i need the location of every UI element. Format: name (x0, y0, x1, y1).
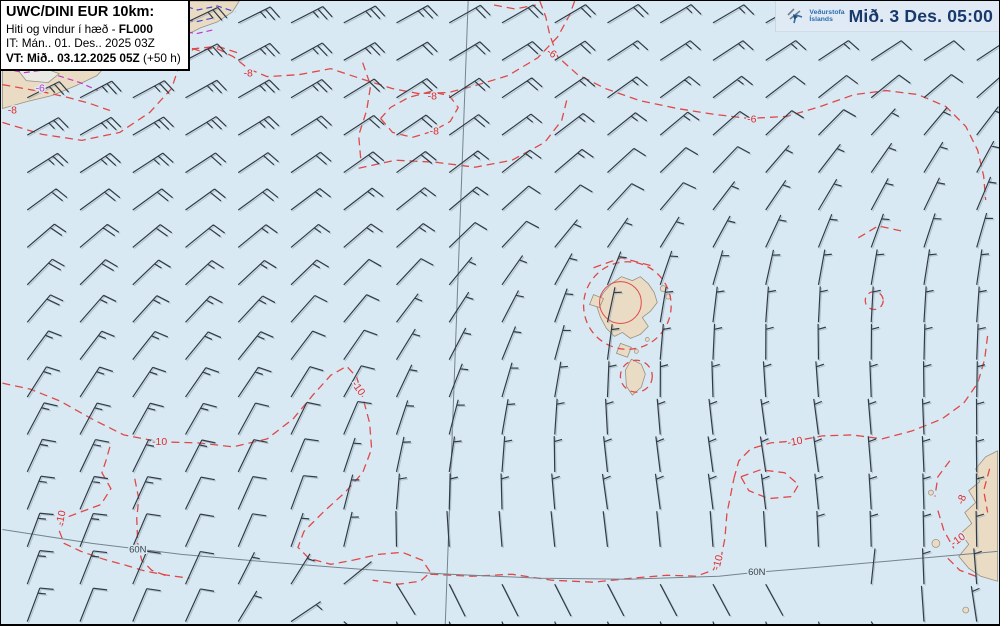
vedurstofa-logo-text: Veðurstofa Íslands (809, 9, 844, 24)
isotherm-label: -8 (244, 69, 253, 80)
isotherm-label: -8 (428, 92, 437, 103)
isotherm-label: -8 (430, 126, 439, 137)
isotherm-label: -10 (711, 554, 726, 572)
graticule-label: 60N (748, 567, 765, 578)
isotherm-label: -8 (8, 105, 17, 116)
isotherm-label: -6 (747, 114, 756, 125)
isotherm-label: -10 (787, 436, 804, 449)
isotherm-label: -6 (36, 84, 45, 95)
faroe-sudhuroy (624, 358, 646, 396)
datetime-box: Veðurstofa Íslands Mið. 3 Des. 05:00 (775, 1, 999, 32)
parallel-60n-line (2, 528, 998, 580)
faroe-sandoy (615, 342, 632, 358)
legend-box: UWC/DINI EUR 10km: Hiti og vindur í hæð … (1, 1, 190, 72)
graticule-label: 60N (129, 544, 146, 555)
isotherm-label: -8 (956, 493, 970, 506)
legend-title: UWC/DINI EUR 10km: (6, 4, 155, 20)
isotherm-label: -10 (152, 437, 167, 448)
wind-barbs-layer (26, 3, 999, 624)
datetime-text: Mið. 3 Des. 05:00 (848, 5, 993, 26)
faroe-main (596, 276, 658, 339)
vedurstofa-logo-icon (785, 6, 805, 26)
legend-init-time: IT: Mán.. 01. Des.. 2025 03Z (6, 36, 155, 51)
logo-line-2: Íslands (809, 16, 833, 23)
legend-valid-time: VT: Mið.. 03.12.2025 05Z (+50 h) (6, 50, 181, 65)
legend-parameter: Hiti og vindur í hæð - FL000 (6, 22, 153, 36)
logo-line-1: Veðurstofa (809, 8, 845, 16)
isotherm-label: -10 (55, 509, 69, 526)
